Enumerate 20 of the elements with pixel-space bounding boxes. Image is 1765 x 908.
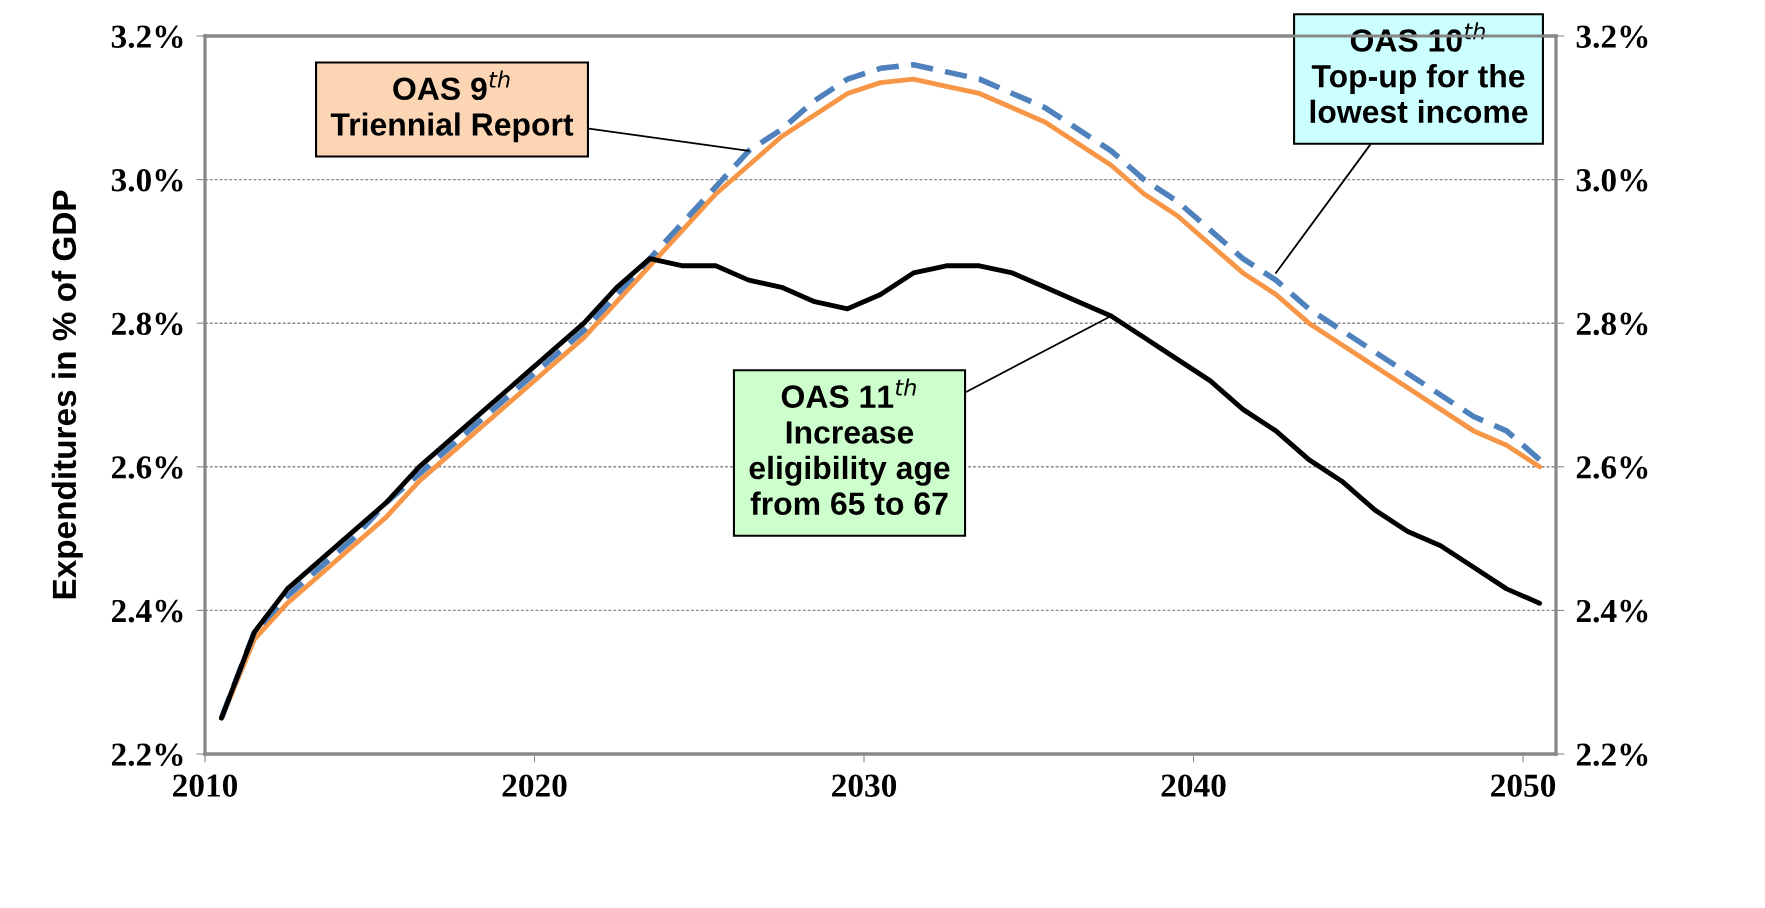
- y2-tick-label: 3.2%: [1576, 25, 1648, 49]
- y-tick-label: 2.2%: [111, 743, 183, 767]
- y2-tick-label: 2.4%: [1576, 599, 1648, 623]
- y2-tick-label: 2.2%: [1576, 743, 1648, 767]
- x-tick-label: 2010: [173, 774, 238, 797]
- y-tick-label: 2.4%: [111, 599, 183, 623]
- x-tick-label: 2040: [1161, 774, 1226, 797]
- annotation: OAS 11$^{th}$ Increase eligibility age from 65 to 67: [749, 378, 950, 515]
- y-axis-title: Expenditures in % of GDP: [51, 190, 83, 599]
- y-tick-label: 2.6%: [111, 456, 183, 479]
- y-tick-label: 2.8%: [111, 312, 183, 336]
- x-tick-label: 2030: [832, 774, 897, 797]
- y2-tick-label: 3.0%: [1576, 169, 1648, 192]
- annotation: OAS 9$^{th}$ Triennial Report: [330, 70, 574, 143]
- y2-tick-label: 2.8%: [1576, 312, 1648, 336]
- y2-tick-label: 2.6%: [1576, 456, 1648, 479]
- x-tick-label: 2050: [1491, 774, 1556, 797]
- y-tick-label: 3.0%: [111, 169, 183, 192]
- y-tick-label: 3.2%: [111, 25, 183, 49]
- x-tick-label: 2020: [502, 774, 567, 797]
